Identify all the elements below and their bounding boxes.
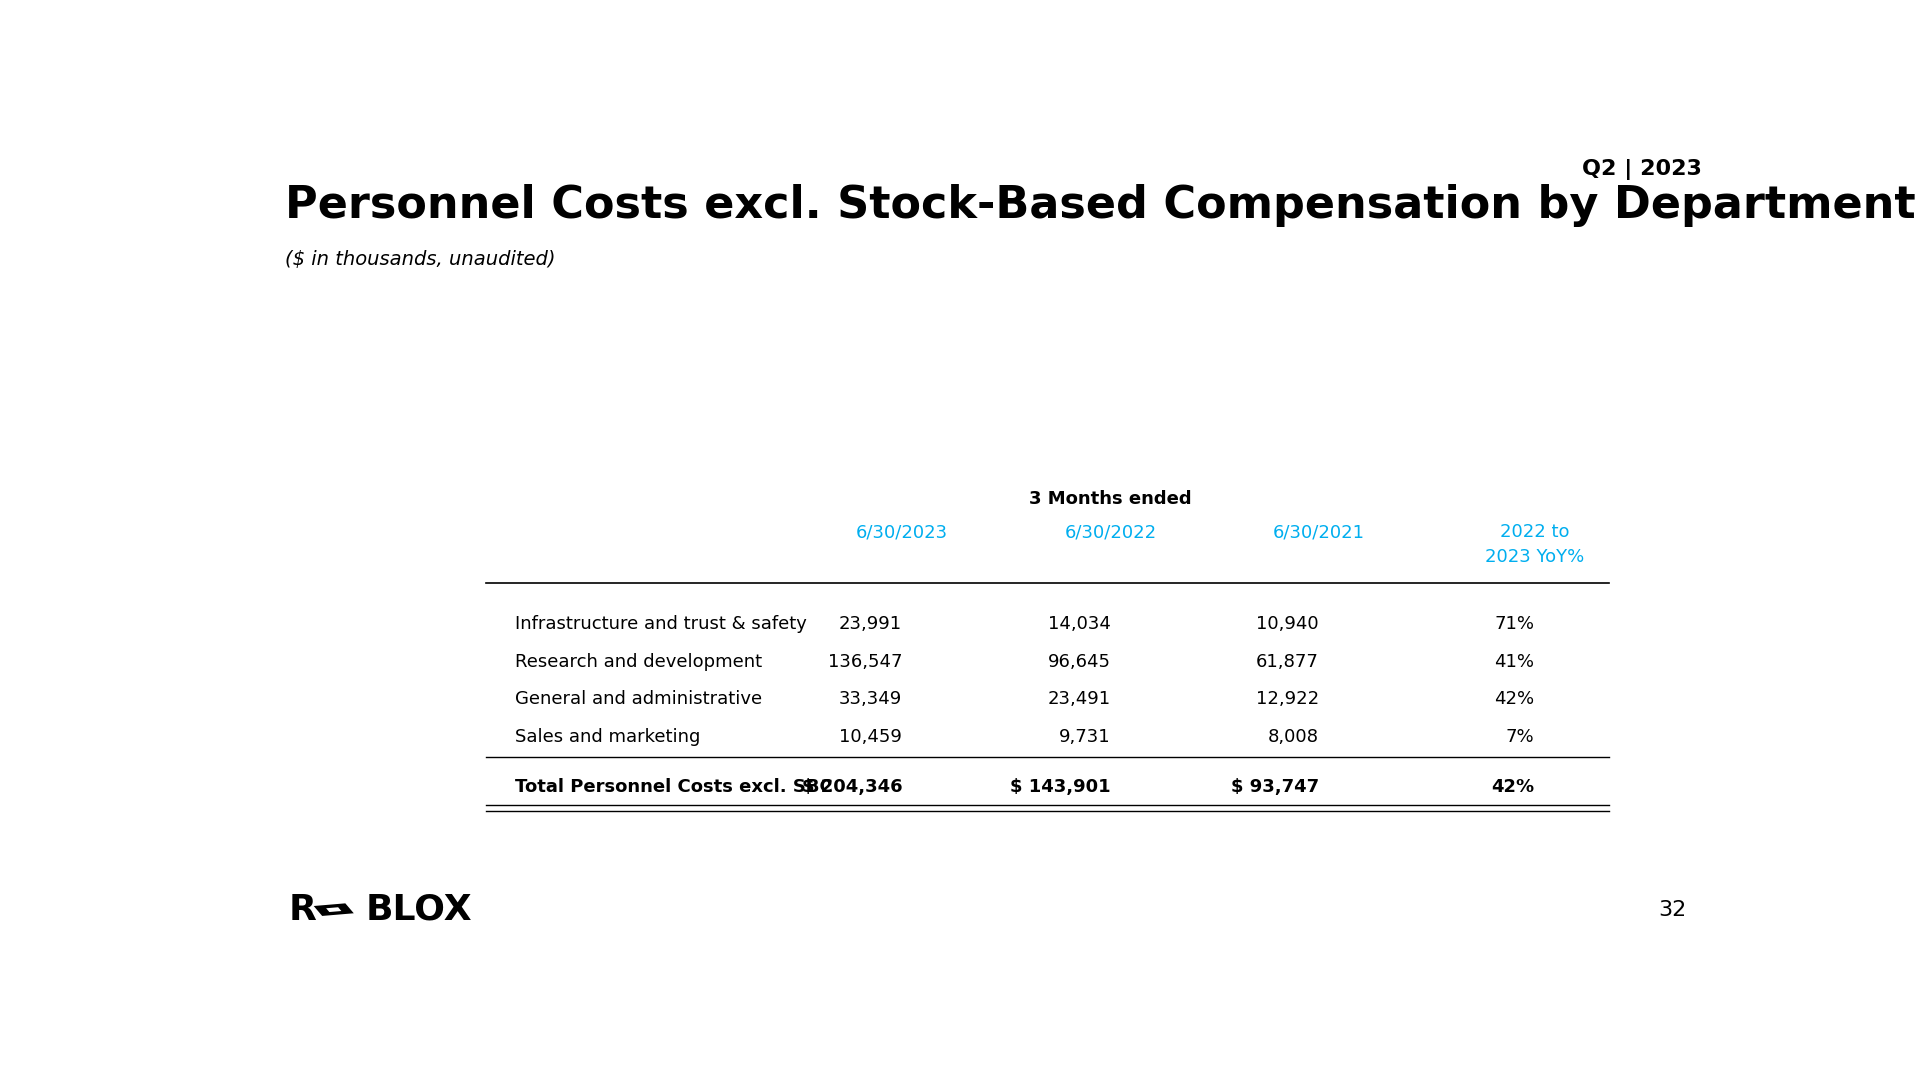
Text: 42%: 42% <box>1492 778 1534 796</box>
Text: 2022 to: 2022 to <box>1500 523 1569 541</box>
Text: $ 143,901: $ 143,901 <box>1010 778 1110 796</box>
Text: Sales and marketing: Sales and marketing <box>515 728 701 745</box>
Text: 7%: 7% <box>1505 728 1534 745</box>
Text: Personnel Costs excl. Stock-Based Compensation by Department: Personnel Costs excl. Stock-Based Compen… <box>284 184 1916 227</box>
Text: 14,034: 14,034 <box>1048 616 1110 633</box>
Polygon shape <box>313 903 353 916</box>
Text: R: R <box>290 893 317 927</box>
Text: 61,877: 61,877 <box>1256 652 1319 671</box>
Text: 10,940: 10,940 <box>1256 616 1319 633</box>
Text: BLOX: BLOX <box>365 893 472 927</box>
Text: 23,991: 23,991 <box>839 616 902 633</box>
Text: General and administrative: General and administrative <box>515 690 762 708</box>
Text: 136,547: 136,547 <box>828 652 902 671</box>
Text: $ 204,346: $ 204,346 <box>801 778 902 796</box>
Text: 6/30/2022: 6/30/2022 <box>1064 523 1156 541</box>
Text: ($ in thousands, unaudited): ($ in thousands, unaudited) <box>284 251 555 269</box>
Text: Infrastructure and trust & safety: Infrastructure and trust & safety <box>515 616 806 633</box>
Text: 3 Months ended: 3 Months ended <box>1029 490 1192 508</box>
Text: 6/30/2021: 6/30/2021 <box>1273 523 1365 541</box>
Text: 12,922: 12,922 <box>1256 690 1319 708</box>
Text: Research and development: Research and development <box>515 652 762 671</box>
Text: Total Personnel Costs excl. SBC: Total Personnel Costs excl. SBC <box>515 778 833 796</box>
Text: 6/30/2023: 6/30/2023 <box>856 523 948 541</box>
Text: 42%: 42% <box>1494 690 1534 708</box>
Text: 96,645: 96,645 <box>1048 652 1110 671</box>
Text: 10,459: 10,459 <box>839 728 902 745</box>
Polygon shape <box>326 907 342 912</box>
Text: Q2 | 2023: Q2 | 2023 <box>1582 159 1701 179</box>
Text: 33,349: 33,349 <box>839 690 902 708</box>
Text: 23,491: 23,491 <box>1046 690 1110 708</box>
Text: 41%: 41% <box>1494 652 1534 671</box>
Text: 2023 YoY%: 2023 YoY% <box>1484 549 1584 566</box>
Text: 71%: 71% <box>1494 616 1534 633</box>
Text: 9,731: 9,731 <box>1058 728 1110 745</box>
Text: 32: 32 <box>1659 900 1686 920</box>
Text: 8,008: 8,008 <box>1267 728 1319 745</box>
Text: $ 93,747: $ 93,747 <box>1231 778 1319 796</box>
